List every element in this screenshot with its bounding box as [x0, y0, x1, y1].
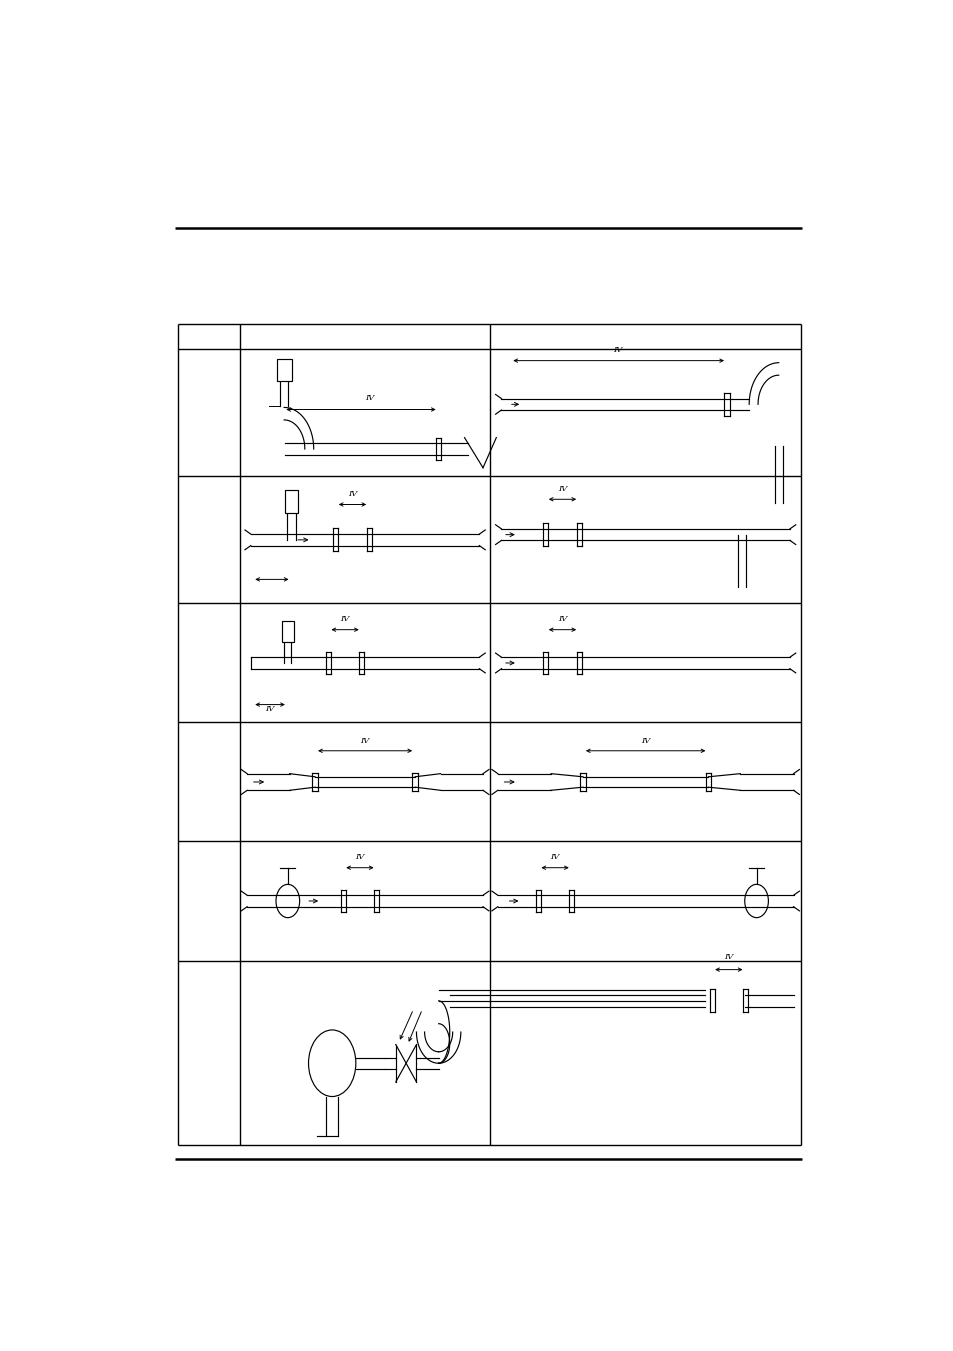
Text: IV: IV — [265, 705, 274, 713]
Text: IV: IV — [550, 854, 559, 862]
Text: IV: IV — [558, 485, 566, 493]
Text: IV: IV — [340, 616, 350, 623]
Text: IV: IV — [348, 490, 356, 499]
Bar — [276, 358, 292, 381]
Text: IV: IV — [613, 346, 622, 354]
Text: IV: IV — [355, 854, 364, 862]
Text: IV: IV — [360, 736, 370, 744]
Text: IV: IV — [558, 616, 566, 623]
Text: IV: IV — [723, 954, 733, 962]
Text: IV: IV — [365, 394, 375, 403]
Text: IV: IV — [640, 736, 650, 744]
Bar — [285, 490, 298, 513]
Bar — [282, 621, 294, 642]
